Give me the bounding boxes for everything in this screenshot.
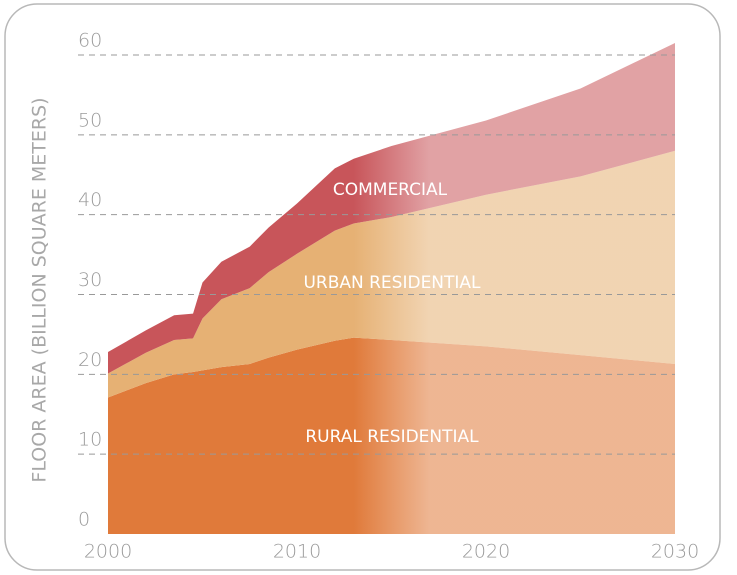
- y-axis-label: FLOOR AREA (BILLION SQUARE METERS): [29, 97, 51, 482]
- area: [108, 150, 675, 398]
- x-tick-label: 2020: [462, 541, 510, 563]
- frame: [4, 3, 721, 571]
- area: [108, 337, 675, 534]
- y-tick-label: 50: [78, 109, 102, 131]
- y-tick-label: 0: [78, 509, 90, 531]
- y-tick-label: 20: [78, 349, 102, 371]
- y-tick-label: 30: [78, 269, 102, 291]
- series-label: URBAN RESIDENTIAL: [303, 273, 481, 293]
- area: [108, 43, 675, 374]
- series-label: RURAL RESIDENTIAL: [305, 427, 479, 447]
- x-tick-label: 2010: [273, 541, 321, 563]
- x-tick-label: 2030: [651, 541, 699, 563]
- y-tick-label: 40: [78, 189, 102, 211]
- x-tick-label: 2000: [84, 541, 132, 563]
- y-tick-label: 60: [78, 30, 102, 52]
- y-tick-label: 10: [78, 429, 102, 451]
- series-label: COMMERCIAL: [333, 180, 448, 200]
